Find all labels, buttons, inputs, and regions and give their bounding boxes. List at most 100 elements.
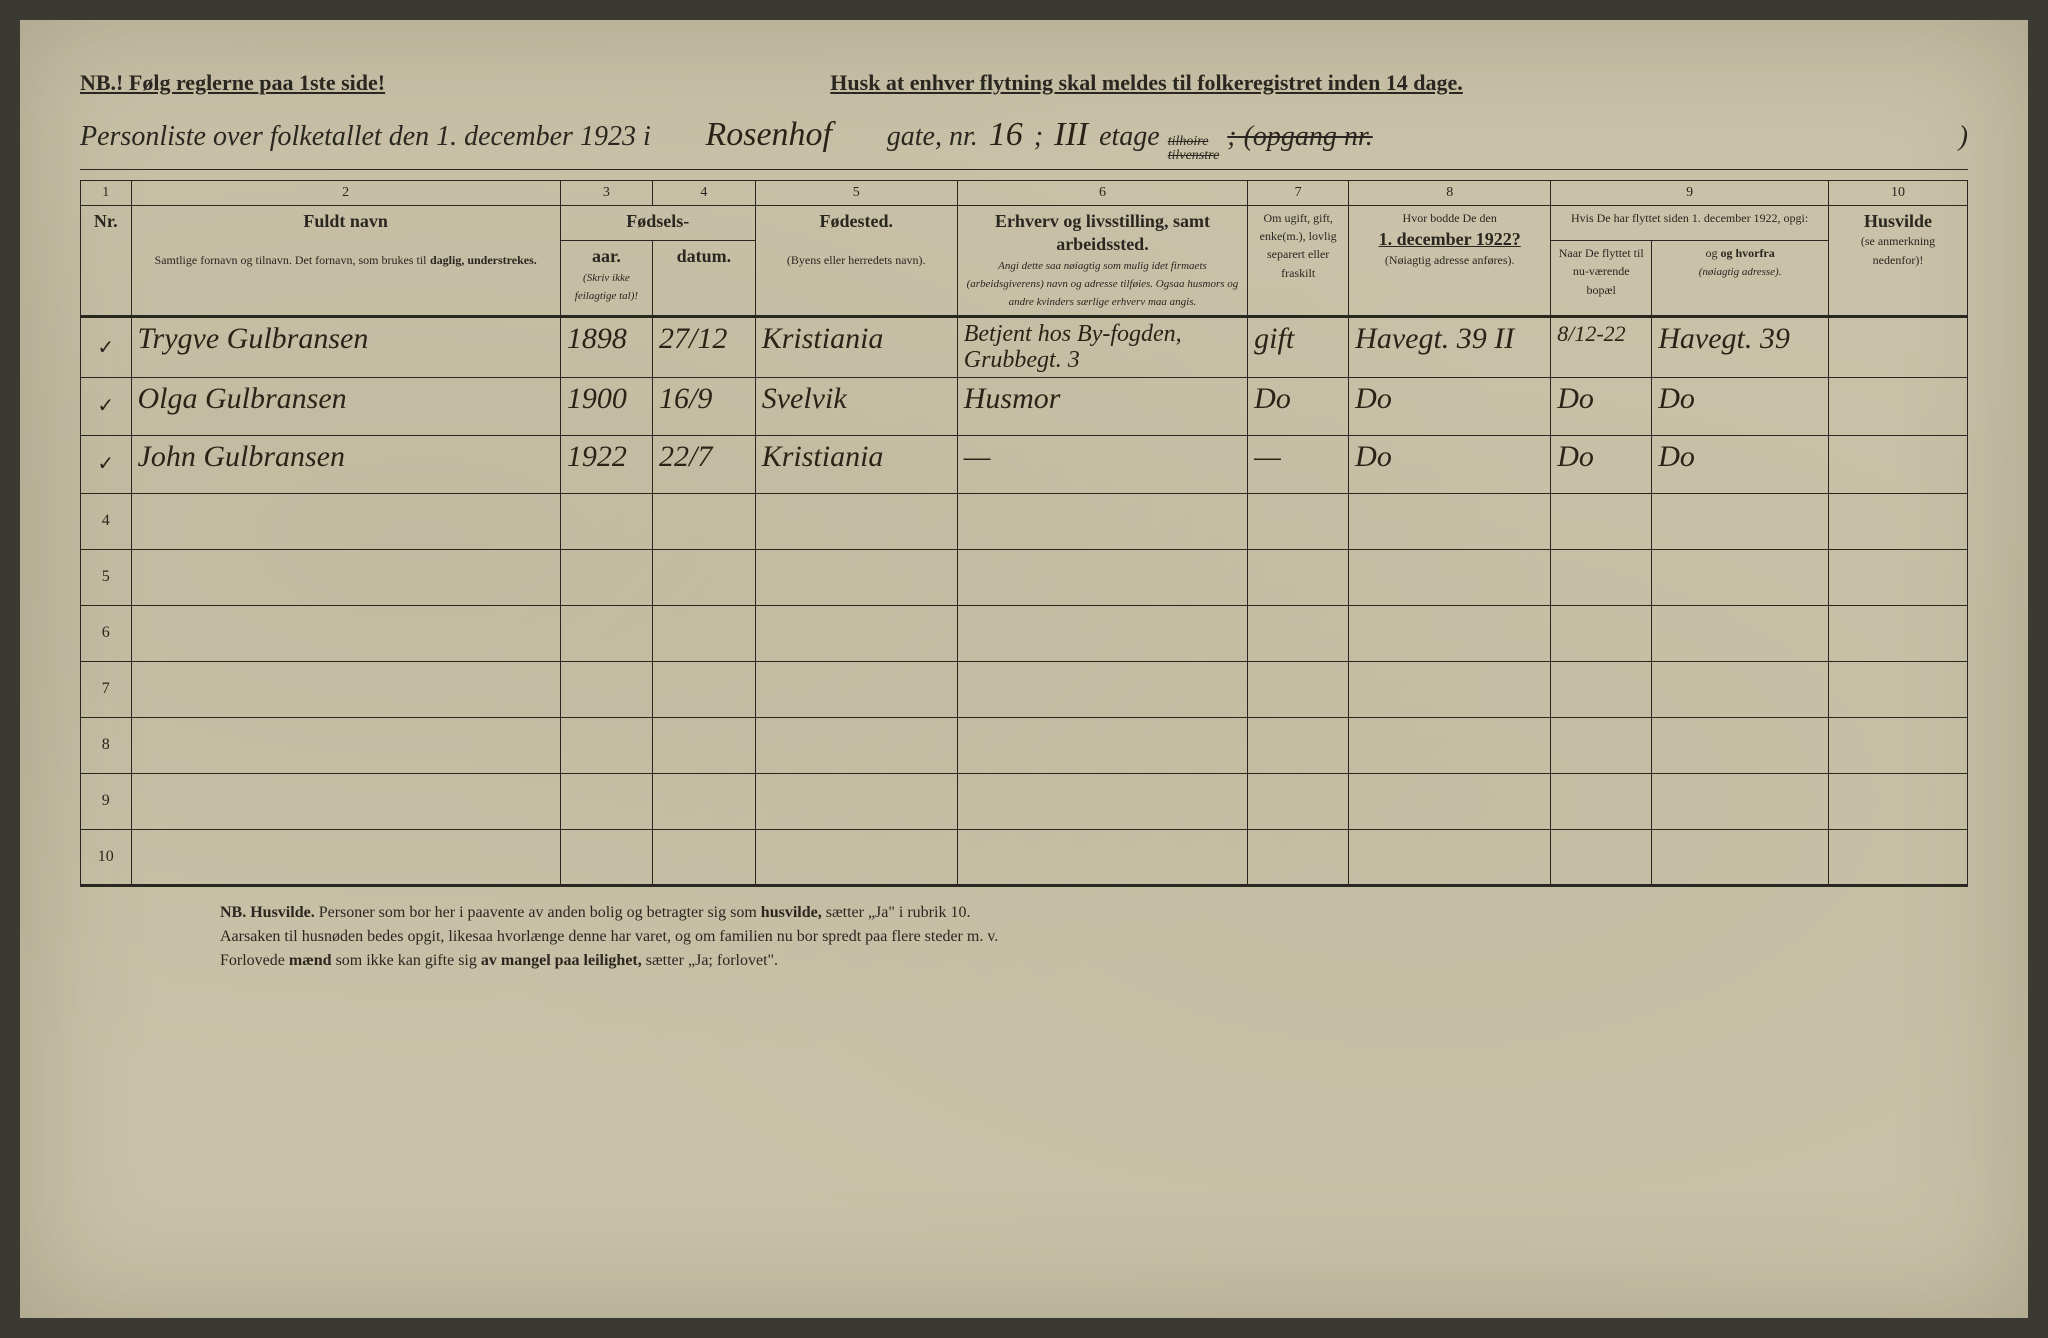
footnote-nb: NB. Husvilde. (220, 904, 315, 921)
row-nr: ✓ (81, 317, 132, 377)
table-row: 7 (81, 661, 1968, 717)
column-header-row: Nr. Fuldt navn Samtlige fornavn og tilna… (81, 206, 1968, 241)
title-row: Personliste over folketallet den 1. dece… (80, 116, 1968, 170)
cell-husvilde (1829, 377, 1968, 435)
footnote: NB. Husvilde. Personer som bor her i paa… (80, 901, 1968, 973)
table-row: ✓ Trygve Gulbransen 1898 27/12 Kristiani… (81, 317, 1968, 377)
sep: ; (1034, 121, 1043, 153)
census-form-page: NB.! Følg reglerne paa 1ste side! Husk a… (20, 20, 2028, 1318)
cell-gift: Do (1248, 377, 1349, 435)
table-row: 5 (81, 549, 1968, 605)
colnum-3: 3 (560, 181, 652, 206)
cell-husvilde (1829, 435, 1968, 493)
nb-notice: NB.! Følg reglerne paa 1ste side! (80, 70, 385, 96)
cell-sted: Kristiania (755, 435, 957, 493)
footnote-text: Aarsaken til husnøden bedes opgit, likes… (220, 928, 998, 945)
table-row: 8 (81, 717, 1968, 773)
cell-hvorfra: Do (1652, 377, 1829, 435)
colnum-2: 2 (131, 181, 560, 206)
cell-name: Trygve Gulbransen (131, 317, 560, 377)
colnum-1: 1 (81, 181, 132, 206)
gate-label: gate, nr. (887, 121, 978, 153)
colnum-8: 8 (1349, 181, 1551, 206)
title-prefix: Personliste over folketallet den 1. dece… (80, 121, 651, 153)
row-nr: 6 (81, 605, 132, 661)
cell-erhverv: — (957, 435, 1247, 493)
cell-bodde: Do (1349, 435, 1551, 493)
table-row: ✓ Olga Gulbransen 1900 16/9 Svelvik Husm… (81, 377, 1968, 435)
cell-datum: 27/12 (653, 317, 756, 377)
footnote-text: sætter „Ja; forlovet". (646, 952, 778, 969)
cell-datum: 16/9 (653, 377, 756, 435)
footnote-maend: mænd (289, 952, 332, 969)
hdr-gift: Om ugift, gift, enke(m.), lovlig separer… (1248, 206, 1349, 317)
colnum-7: 7 (1248, 181, 1349, 206)
hdr-bodde: Hvor bodde De den 1. december 1922? (Nøi… (1349, 206, 1551, 317)
table-row: 4 (81, 493, 1968, 549)
footnote-text: Forlovede (220, 952, 285, 969)
footnote-husvilde: husvilde, (761, 904, 822, 921)
census-body: ✓ Trygve Gulbransen 1898 27/12 Kristiani… (81, 317, 1968, 885)
colnum-5: 5 (755, 181, 957, 206)
hdr-name: Fuldt navn Samtlige fornavn og tilnavn. … (131, 206, 560, 317)
cell-husvilde (1829, 317, 1968, 377)
footnote-mangel: av mangel paa leilighet, (481, 952, 642, 969)
colnum-9: 9 (1551, 181, 1829, 206)
cell-hvorfra: Havegt. 39 (1652, 317, 1829, 377)
close-paren: ) (1959, 121, 1968, 153)
husk-notice: Husk at enhver flytning skal meldes til … (830, 70, 1463, 96)
footnote-text: som ikke kan gifte sig (336, 952, 477, 969)
colnum-4: 4 (653, 181, 756, 206)
opgang-label: ; (opgang nr. (1227, 121, 1372, 153)
row-nr: 8 (81, 717, 132, 773)
hdr-naar: Naar De flyttet til nu-værende bopæl (1551, 241, 1652, 317)
cell-sted: Svelvik (755, 377, 957, 435)
hdr-fodested: Fødested. (Byens eller herredets navn). (755, 206, 957, 317)
cell-name: Olga Gulbransen (131, 377, 560, 435)
header-row: NB.! Følg reglerne paa 1ste side! Husk a… (80, 70, 1968, 96)
cell-hvorfra: Do (1652, 435, 1829, 493)
etage-value: III (1051, 116, 1091, 154)
hdr-hvorfra: og og hvorfra (nøiagtig adresse). (1652, 241, 1829, 317)
colnum-10: 10 (1829, 181, 1968, 206)
cell-bodde: Do (1349, 377, 1551, 435)
cell-erhverv: Husmor (957, 377, 1247, 435)
cell-aar: 1898 (560, 317, 652, 377)
row-nr: ✓ (81, 377, 132, 435)
column-number-row: 1 2 3 4 5 6 7 8 9 10 (81, 181, 1968, 206)
hdr-husvilde: Husvilde (se anmerkning nedenfor)! (1829, 206, 1968, 317)
row-nr: ✓ (81, 435, 132, 493)
cell-aar: 1922 (560, 435, 652, 493)
row-nr: 10 (81, 829, 132, 885)
row-nr: 5 (81, 549, 132, 605)
cell-naar: 8/12-22 (1551, 317, 1652, 377)
census-table: 1 2 3 4 5 6 7 8 9 10 Nr. Fuldt navn Samt… (80, 180, 1968, 887)
cell-naar: Do (1551, 377, 1652, 435)
footnote-text: Personer som bor her i paavente av anden… (319, 904, 757, 921)
cell-sted: Kristiania (755, 317, 957, 377)
row-nr: 7 (81, 661, 132, 717)
table-row: 10 (81, 829, 1968, 885)
cell-gift: gift (1248, 317, 1349, 377)
street-name: Rosenhof (659, 116, 879, 154)
cell-erhverv: Betjent hos By-fogden, Grubbegt. 3 (957, 317, 1247, 377)
cell-gift: — (1248, 435, 1349, 493)
row-nr: 4 (81, 493, 132, 549)
cell-naar: Do (1551, 435, 1652, 493)
tilhoire: tilhoire (1168, 134, 1209, 149)
house-nr: 16 (986, 116, 1026, 154)
etage-label: etage (1099, 121, 1160, 153)
colnum-6: 6 (957, 181, 1247, 206)
hdr-erhverv: Erhverv og livsstilling, samt arbeidsste… (957, 206, 1247, 317)
cell-aar: 1900 (560, 377, 652, 435)
row-nr: 9 (81, 773, 132, 829)
cell-datum: 22/7 (653, 435, 756, 493)
hdr-datum: datum. (653, 241, 756, 317)
cell-bodde: Havegt. 39 II (1349, 317, 1551, 377)
table-row: 9 (81, 773, 1968, 829)
hdr-fodsels: Fødsels- (560, 206, 755, 241)
table-row: 6 (81, 605, 1968, 661)
footnote-text: sætter „Ja" i rubrik 10. (826, 904, 971, 921)
table-row: ✓ John Gulbransen 1922 22/7 Kristiania —… (81, 435, 1968, 493)
tilvenstre: tilvenstre (1168, 148, 1220, 163)
